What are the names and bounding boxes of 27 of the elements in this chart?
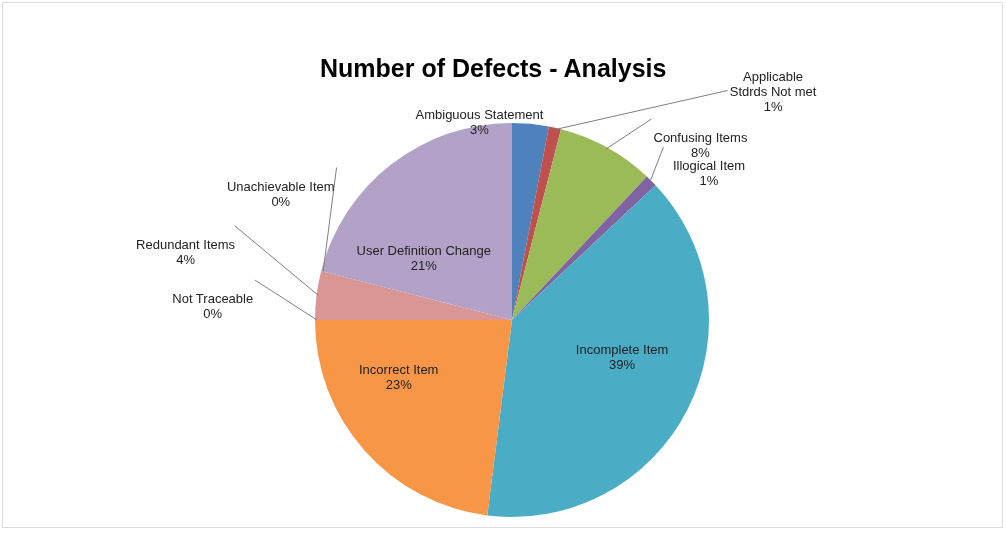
category-label: Unachievable Item (226, 178, 335, 194)
slice-label: User Definition Change (356, 243, 491, 259)
slice-label: Confusing Items (653, 130, 748, 145)
pie-slice (315, 320, 512, 516)
pie-slice (512, 123, 549, 320)
data-label: 1% (763, 98, 783, 114)
category-label: Not Traceable (172, 291, 254, 307)
data-label: 21% (410, 258, 438, 274)
slice-label: Redundant Items (136, 236, 236, 252)
pie-slice (512, 126, 561, 320)
data-label: 23% (385, 377, 413, 393)
slice-label: Ambiguous Statement (415, 106, 544, 122)
text: 0% (203, 306, 223, 322)
pie-slice (315, 271, 512, 320)
data-label: 8% (691, 145, 711, 160)
slice-label: Incorrect Item (358, 362, 439, 378)
data-label: 1% (699, 173, 719, 189)
pie-slice (512, 129, 647, 320)
data-label: 4% (176, 251, 196, 267)
chart-title: Number of Defects - Analysis (320, 54, 667, 82)
slice-label: Illogical Item (672, 158, 746, 174)
text: 0% (271, 193, 291, 209)
slice-label: Incomplete Item (575, 341, 669, 357)
slice-label: Applicable Stdrds Not met (729, 68, 817, 99)
pie-slice (512, 176, 656, 320)
data-label: 39% (609, 356, 636, 372)
data-label: 3% (470, 121, 490, 137)
